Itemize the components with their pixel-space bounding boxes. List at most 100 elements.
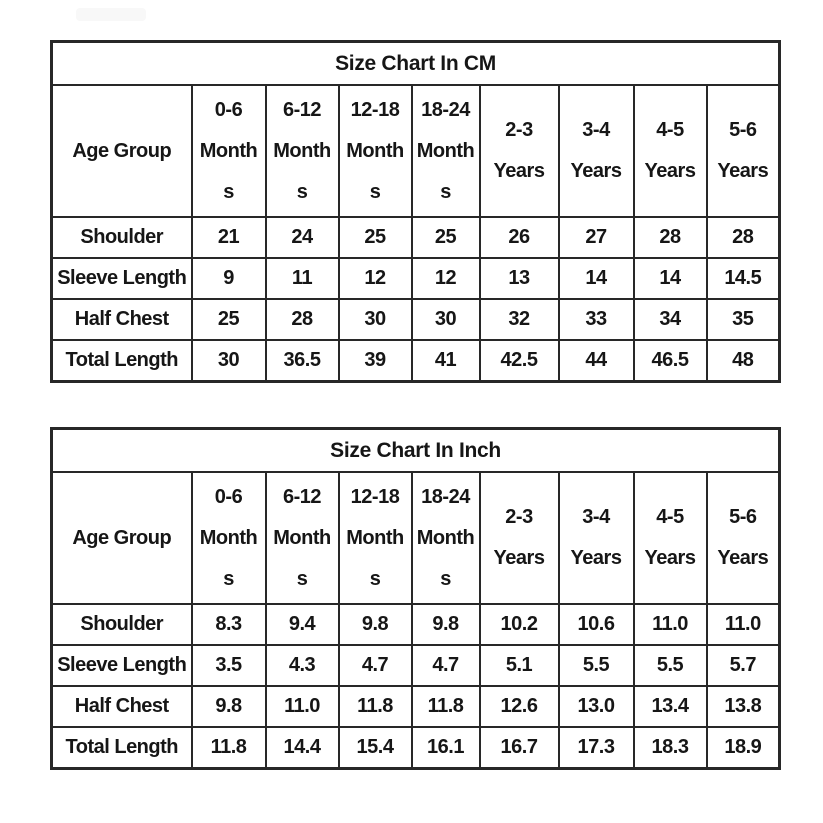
value-cell: 13.8 xyxy=(705,685,781,728)
value-cell: 25 xyxy=(190,298,267,341)
value-cell: 10.6 xyxy=(557,603,635,646)
value-cell: 30 xyxy=(337,298,413,341)
column-header-0: 0-6 Month s xyxy=(190,84,267,218)
row-label: Half Chest xyxy=(50,685,193,728)
column-header-7: 5-6 Years xyxy=(705,471,781,605)
row-label: Shoulder xyxy=(50,603,193,646)
value-cell: 15.4 xyxy=(337,726,413,770)
value-cell: 11.0 xyxy=(632,603,708,646)
value-cell: 21 xyxy=(190,216,267,259)
value-cell: 9.8 xyxy=(337,603,413,646)
table-row: Total Length 11.8 14.4 15.4 16.1 16.7 17.3 18.3… xyxy=(50,726,781,770)
value-cell: 44 xyxy=(557,339,635,383)
age-group-header: Age Group xyxy=(50,471,193,605)
watermark-smudge xyxy=(76,8,146,21)
title-row: Size Chart In CM xyxy=(50,40,781,86)
column-header-5: 3-4 Years xyxy=(557,84,635,218)
value-cell: 14.5 xyxy=(705,257,781,300)
value-cell: 9.8 xyxy=(190,685,267,728)
column-header-0: 0-6 Month s xyxy=(190,471,267,605)
value-cell: 4.7 xyxy=(410,644,481,687)
row-label: Total Length xyxy=(50,726,193,770)
column-header-4: 2-3 Years xyxy=(478,471,560,605)
value-cell: 18.3 xyxy=(632,726,708,770)
value-cell: 25 xyxy=(410,216,481,259)
table-title: Size Chart In Inch xyxy=(50,427,781,473)
value-cell: 39 xyxy=(337,339,413,383)
value-cell: 34 xyxy=(632,298,708,341)
value-cell: 5.5 xyxy=(632,644,708,687)
value-cell: 11.8 xyxy=(190,726,267,770)
value-cell: 3.5 xyxy=(190,644,267,687)
value-cell: 14.4 xyxy=(264,726,340,770)
age-group-header: Age Group xyxy=(50,84,193,218)
header-row: Age Group 0-6 Month s 6-12 Month s 12-18 Mo… xyxy=(50,471,781,605)
value-cell: 10.2 xyxy=(478,603,560,646)
column-header-1: 6-12 Month s xyxy=(264,84,340,218)
value-cell: 30 xyxy=(410,298,481,341)
value-cell: 8.3 xyxy=(190,603,267,646)
value-cell: 30 xyxy=(190,339,267,383)
value-cell: 32 xyxy=(478,298,560,341)
row-label: Half Chest xyxy=(50,298,193,341)
value-cell: 4.7 xyxy=(337,644,413,687)
value-cell: 36.5 xyxy=(264,339,340,383)
value-cell: 11.0 xyxy=(264,685,340,728)
value-cell: 13.4 xyxy=(632,685,708,728)
value-cell: 35 xyxy=(705,298,781,341)
value-cell: 14 xyxy=(632,257,708,300)
value-cell: 5.5 xyxy=(557,644,635,687)
row-label: Sleeve Length xyxy=(50,257,193,300)
row-label: Sleeve Length xyxy=(50,644,193,687)
value-cell: 13.0 xyxy=(557,685,635,728)
value-cell: 26 xyxy=(478,216,560,259)
table-row: Shoulder 8.3 9.4 9.8 9.8 10.2 10.6 11.0 11.0 xyxy=(50,603,781,646)
value-cell: 28 xyxy=(632,216,708,259)
table-row: Half Chest 25 28 30 30 32 33 34 35 xyxy=(50,298,781,341)
column-header-4: 2-3 Years xyxy=(478,84,560,218)
table-row: Shoulder 21 24 25 25 26 27 28 28 xyxy=(50,216,781,259)
value-cell: 11.8 xyxy=(337,685,413,728)
column-header-6: 4-5 Years xyxy=(632,471,708,605)
value-cell: 17.3 xyxy=(557,726,635,770)
value-cell: 11 xyxy=(264,257,340,300)
value-cell: 13 xyxy=(478,257,560,300)
value-cell: 16.7 xyxy=(478,726,560,770)
value-cell: 42.5 xyxy=(478,339,560,383)
value-cell: 27 xyxy=(557,216,635,259)
value-cell: 11.0 xyxy=(705,603,781,646)
value-cell: 24 xyxy=(264,216,340,259)
table-row: Sleeve Length 9 11 12 12 13 14 14 14.5 xyxy=(50,257,781,300)
column-header-6: 4-5 Years xyxy=(632,84,708,218)
table-row: Sleeve Length 3.5 4.3 4.7 4.7 5.1 5.5 5.5 5.7 xyxy=(50,644,781,687)
column-header-2: 12-18 Month s xyxy=(337,471,413,605)
value-cell: 48 xyxy=(705,339,781,383)
column-header-7: 5-6 Years xyxy=(705,84,781,218)
value-cell: 28 xyxy=(264,298,340,341)
value-cell: 9.8 xyxy=(410,603,481,646)
value-cell: 28 xyxy=(705,216,781,259)
column-header-3: 18-24 Month s xyxy=(410,471,481,605)
value-cell: 5.1 xyxy=(478,644,560,687)
table-row: Half Chest 9.8 11.0 11.8 11.8 12.6 13.0 13.4 13.… xyxy=(50,685,781,728)
row-label: Total Length xyxy=(50,339,193,383)
value-cell: 12 xyxy=(410,257,481,300)
size-chart-table-inch: Size Chart In Inch Age Group 0-6 Month s 6-… xyxy=(50,427,782,770)
value-cell: 11.8 xyxy=(410,685,481,728)
value-cell: 14 xyxy=(557,257,635,300)
value-cell: 12.6 xyxy=(478,685,560,728)
value-cell: 33 xyxy=(557,298,635,341)
column-header-5: 3-4 Years xyxy=(557,471,635,605)
value-cell: 46.5 xyxy=(632,339,708,383)
table-title: Size Chart In CM xyxy=(50,40,781,86)
value-cell: 16.1 xyxy=(410,726,481,770)
value-cell: 9.4 xyxy=(264,603,340,646)
value-cell: 4.3 xyxy=(264,644,340,687)
title-row: Size Chart In Inch xyxy=(50,427,781,473)
header-row: Age Group 0-6 Month s 6-12 Month s 12-18 Mo… xyxy=(50,84,781,218)
table-row: Total Length 30 36.5 39 41 42.5 44 46.5 48 xyxy=(50,339,781,383)
column-header-1: 6-12 Month s xyxy=(264,471,340,605)
value-cell: 5.7 xyxy=(705,644,781,687)
value-cell: 9 xyxy=(190,257,267,300)
